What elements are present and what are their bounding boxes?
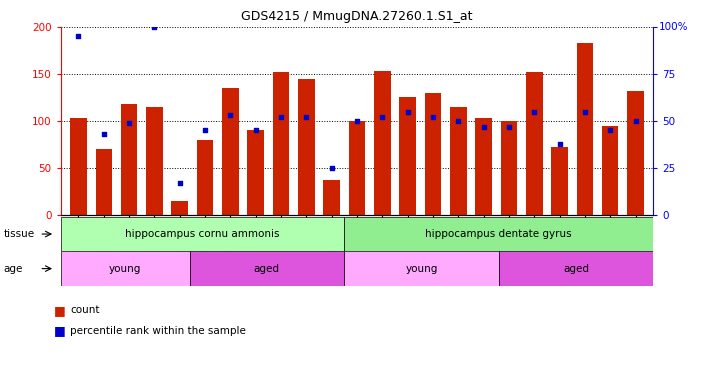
Bar — [399, 98, 416, 215]
Text: hippocampus cornu ammonis: hippocampus cornu ammonis — [125, 229, 280, 239]
Bar — [298, 79, 315, 215]
Text: 100%: 100% — [659, 22, 689, 32]
Point — [478, 124, 489, 130]
Bar — [551, 147, 568, 215]
Point — [554, 141, 565, 147]
Point — [503, 124, 515, 130]
Bar — [374, 71, 391, 215]
Point — [453, 118, 464, 124]
Point — [73, 33, 84, 40]
Bar — [348, 121, 366, 215]
Point — [225, 112, 236, 118]
Bar — [171, 201, 188, 215]
Text: aged: aged — [563, 263, 589, 274]
Point — [427, 114, 438, 120]
Text: percentile rank within the sample: percentile rank within the sample — [70, 326, 246, 336]
Point — [351, 118, 363, 124]
Point — [528, 109, 540, 115]
Bar — [248, 131, 264, 215]
Bar — [146, 107, 163, 215]
Bar — [425, 93, 441, 215]
Text: age: age — [4, 263, 23, 274]
Point — [402, 109, 413, 115]
Point — [276, 114, 287, 120]
Bar — [197, 140, 213, 215]
Bar — [344, 217, 653, 251]
Bar — [526, 72, 543, 215]
Bar — [323, 180, 340, 215]
Point — [605, 127, 616, 134]
Point — [301, 114, 312, 120]
Bar — [70, 118, 86, 215]
Bar — [96, 149, 112, 215]
Bar — [628, 91, 644, 215]
Bar — [61, 217, 344, 251]
Bar — [189, 251, 344, 286]
Point — [124, 120, 135, 126]
Point — [250, 127, 261, 134]
Point — [174, 180, 186, 186]
Point — [630, 118, 641, 124]
Bar — [273, 72, 289, 215]
Text: ■: ■ — [54, 324, 65, 337]
Bar — [222, 88, 238, 215]
Bar — [344, 251, 498, 286]
Bar — [602, 126, 618, 215]
Point — [199, 127, 211, 134]
Text: young: young — [406, 263, 438, 274]
Bar — [450, 107, 466, 215]
Text: ■: ■ — [54, 304, 65, 316]
Bar — [501, 121, 517, 215]
Bar — [498, 251, 653, 286]
Bar — [577, 43, 593, 215]
Text: hippocampus dentate gyrus: hippocampus dentate gyrus — [426, 229, 572, 239]
Text: count: count — [70, 305, 99, 315]
Point — [579, 109, 590, 115]
Text: GDS4215 / MmugDNA.27260.1.S1_at: GDS4215 / MmugDNA.27260.1.S1_at — [241, 10, 473, 23]
Point — [149, 24, 160, 30]
Bar — [476, 118, 492, 215]
Bar — [121, 104, 137, 215]
Text: tissue: tissue — [4, 229, 35, 239]
Text: aged: aged — [253, 263, 280, 274]
Point — [98, 131, 109, 137]
Bar — [61, 251, 189, 286]
Text: young: young — [109, 263, 141, 274]
Point — [326, 165, 338, 171]
Point — [376, 114, 388, 120]
